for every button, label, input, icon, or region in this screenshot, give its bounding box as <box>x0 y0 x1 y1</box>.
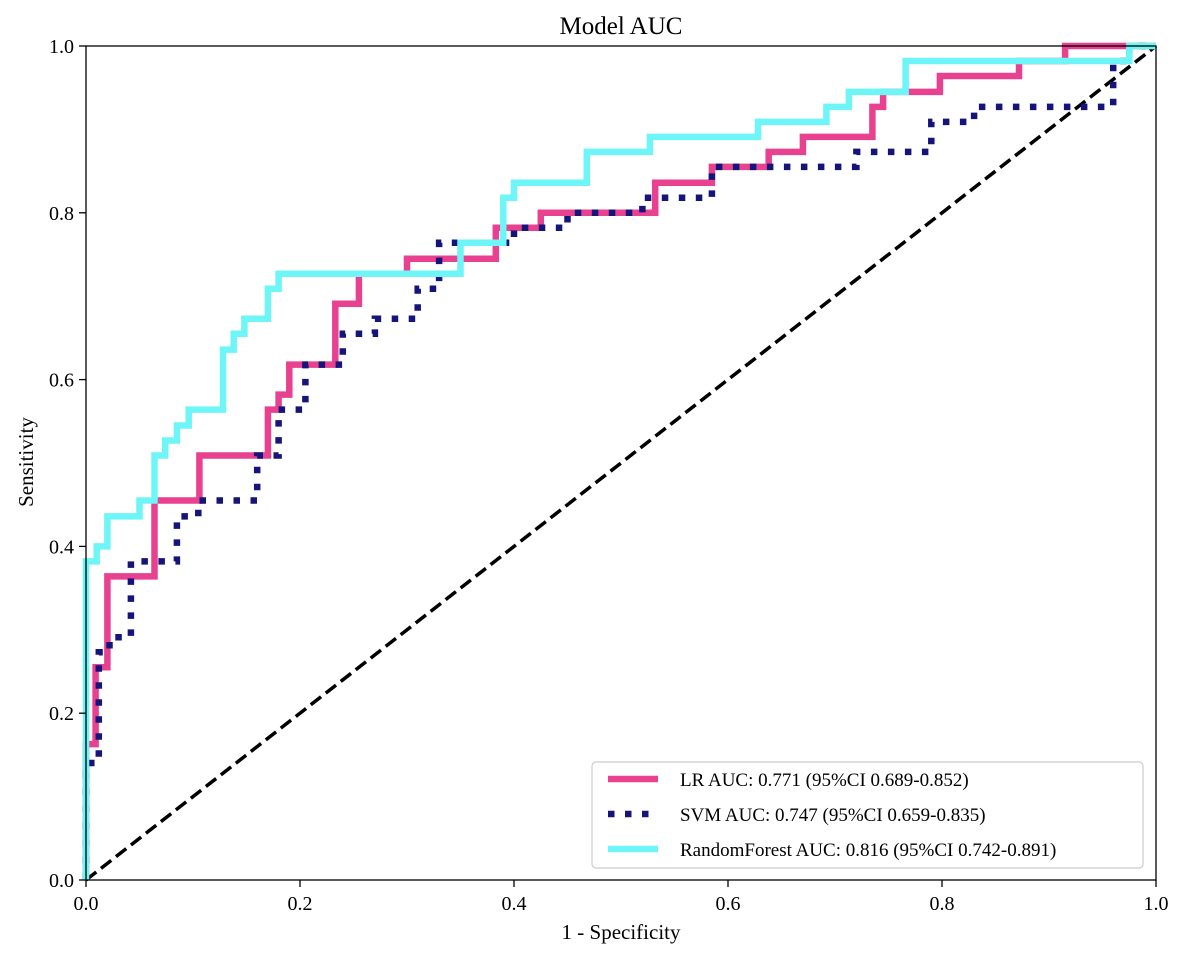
y-tick-label-5: 1.0 <box>49 36 74 58</box>
y-tick-label-4: 0.8 <box>49 203 74 225</box>
series-line-2 <box>82 42 1156 880</box>
series-line-1 <box>82 42 1156 880</box>
y-axis-label: Sensitivity <box>14 417 38 507</box>
x-tick-label-0: 0.0 <box>74 893 99 915</box>
x-tick-label-2: 0.4 <box>502 893 527 915</box>
y-tick-label-1: 0.2 <box>49 703 74 725</box>
x-tick-label-5: 1.0 <box>1144 893 1169 915</box>
x-tick-label-4: 0.8 <box>930 893 955 915</box>
legend-box <box>591 761 1144 869</box>
x-axis-label: 1 - Specificity <box>562 920 681 944</box>
y-tick-label-2: 0.4 <box>49 536 74 558</box>
x-tick-label-3: 0.6 <box>716 893 741 915</box>
series-line-0 <box>82 42 1156 880</box>
legend-label-0: LR AUC: 0.771 (95%CI 0.689-0.852) <box>680 770 969 791</box>
x-tick-label-1: 0.2 <box>288 893 313 915</box>
legend-label-2: RandomForest AUC: 0.816 (95%CI 0.742-0.8… <box>680 840 1056 861</box>
reference-diagonal-line <box>84 44 1158 882</box>
y-tick-label-3: 0.6 <box>49 370 74 392</box>
chart-title: Model AUC <box>560 13 683 40</box>
plot-area: 0.0 0.2 0.4 0.6 0.8 1.0 0.0 0.2 0.4 0.6 0.8 1.0 LR A… <box>49 36 1169 915</box>
legend-label-1: SVM AUC: 0.747 (95%CI 0.659-0.835) <box>680 805 986 826</box>
axes-frame <box>85 45 1157 881</box>
y-tick-label-0: 0.0 <box>49 870 74 892</box>
